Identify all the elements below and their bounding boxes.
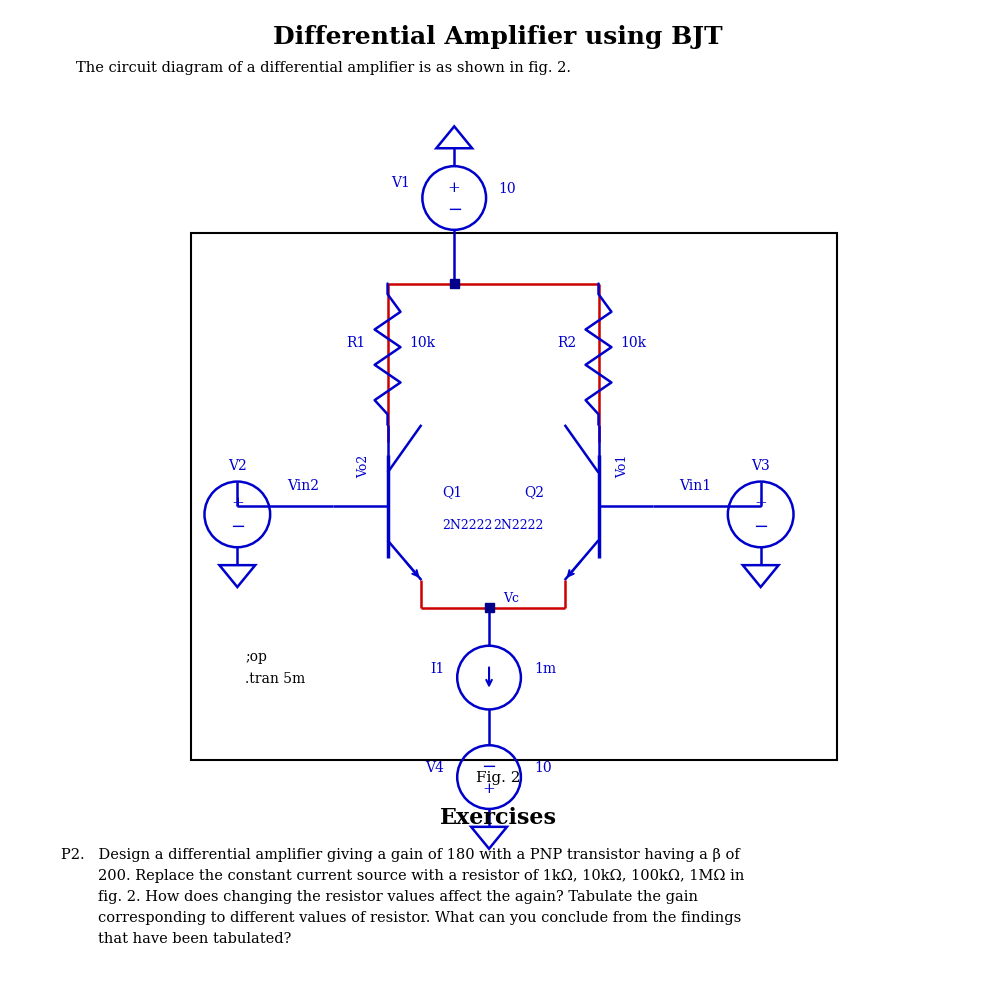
Text: V2: V2 — [228, 458, 247, 472]
Text: V1: V1 — [391, 176, 410, 190]
Bar — [191, 234, 837, 760]
Text: +: + — [231, 496, 244, 510]
Text: Q1: Q1 — [442, 485, 462, 499]
Text: Vin2: Vin2 — [287, 478, 319, 492]
Text: 10: 10 — [498, 182, 516, 196]
Text: Vo1: Vo1 — [616, 454, 629, 478]
Text: Vin1: Vin1 — [679, 478, 711, 492]
Text: Fig. 2: Fig. 2 — [476, 770, 520, 784]
Text: +: + — [754, 496, 767, 510]
Text: Differential Amplifier using BJT: Differential Amplifier using BJT — [273, 25, 723, 49]
Text: −: − — [230, 518, 245, 536]
Text: Vo2: Vo2 — [357, 454, 370, 478]
Text: P2.   Design a differential amplifier giving a gain of 180 with a PNP transistor: P2. Design a differential amplifier givi… — [61, 847, 745, 945]
Text: 2N2222: 2N2222 — [442, 518, 493, 532]
Text: 1m: 1m — [534, 661, 556, 675]
Text: The circuit diagram of a differential amplifier is as shown in fig. 2.: The circuit diagram of a differential am… — [76, 61, 571, 75]
Text: I1: I1 — [430, 661, 444, 675]
Text: −: − — [481, 757, 497, 775]
Text: +: + — [448, 181, 461, 195]
Bar — [485, 603, 494, 612]
Text: 10: 10 — [534, 760, 552, 774]
Text: V3: V3 — [751, 458, 770, 472]
Text: 10k: 10k — [621, 336, 647, 350]
Text: R1: R1 — [346, 336, 365, 350]
Text: 10k: 10k — [409, 336, 435, 350]
Text: R2: R2 — [558, 336, 577, 350]
Text: −: − — [753, 518, 768, 536]
Text: 2N2222: 2N2222 — [493, 518, 544, 532]
Text: −: − — [447, 201, 462, 219]
Text: .tran 5m: .tran 5m — [246, 671, 305, 685]
Text: +: + — [483, 781, 495, 795]
Text: Q2: Q2 — [524, 485, 544, 499]
Bar — [450, 279, 459, 288]
Text: Vc: Vc — [503, 591, 519, 605]
Text: Exercises: Exercises — [439, 806, 557, 828]
Text: ;op: ;op — [246, 649, 267, 663]
Text: V4: V4 — [425, 760, 444, 774]
